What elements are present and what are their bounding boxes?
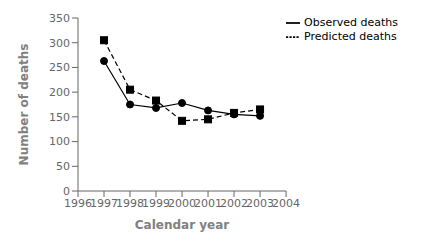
svg-text:1996: 1996 — [64, 197, 92, 210]
svg-text:2001: 2001 — [194, 197, 222, 210]
svg-text:Number of deaths: Number of deaths — [17, 44, 31, 166]
svg-text:100: 100 — [49, 135, 70, 148]
svg-text:2002: 2002 — [220, 197, 248, 210]
svg-text:0: 0 — [63, 185, 70, 198]
svg-text:300: 300 — [49, 37, 70, 50]
svg-text:1998: 1998 — [116, 197, 144, 210]
svg-text:1999: 1999 — [142, 197, 170, 210]
html-text:Observed deaths: Observed deaths — [304, 16, 398, 29]
svg-text:2003: 2003 — [246, 197, 274, 210]
svg-text:2004: 2004 — [272, 197, 300, 210]
svg-text:1997: 1997 — [90, 197, 118, 210]
svg-text:250: 250 — [49, 61, 70, 74]
svg-text:50: 50 — [56, 160, 70, 173]
svg-text:150: 150 — [49, 111, 70, 124]
svg-text:2000: 2000 — [168, 197, 196, 210]
svg-text:350: 350 — [49, 12, 70, 25]
svg-text:Calendar year: Calendar year — [135, 218, 230, 232]
svg-text:200: 200 — [49, 86, 70, 99]
html-text:Predicted deaths: Predicted deaths — [304, 30, 397, 43]
